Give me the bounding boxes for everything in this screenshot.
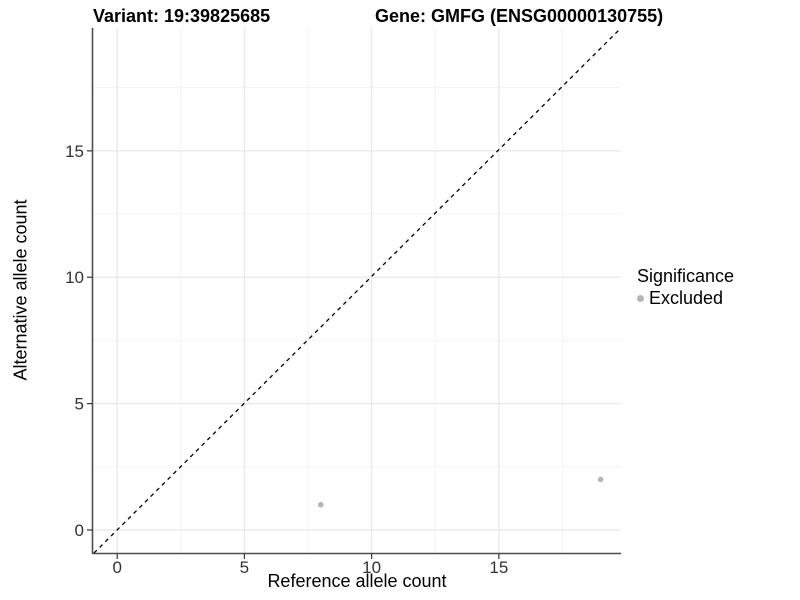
- gene-title: Gene: GMFG (ENSG00000130755): [375, 6, 664, 26]
- legend-item-excluded: Excluded: [637, 288, 734, 309]
- data-point: [317, 501, 324, 508]
- y-tick-label: 5: [75, 395, 84, 414]
- legend-title: Significance: [637, 266, 735, 286]
- legend: Significance Excluded: [637, 266, 734, 309]
- legend-item-label: Excluded: [649, 288, 724, 308]
- legend-point-icon: [637, 295, 644, 302]
- identity-line: [93, 27, 622, 554]
- x-tick-label: 10: [362, 558, 381, 577]
- variant-title: Variant: 19:39825685: [93, 6, 271, 26]
- y-tick-label: 10: [65, 268, 84, 287]
- y-tick-label: 0: [75, 521, 84, 540]
- x-tick-label: 0: [112, 558, 121, 577]
- y-tick-label: 15: [65, 142, 84, 161]
- x-tick-label: 5: [240, 558, 249, 577]
- x-tick-label: 15: [489, 558, 508, 577]
- y-axis-title: Alternative allele count: [10, 199, 31, 381]
- x-axis-title: Reference allele count: [267, 571, 447, 591]
- data-point: [597, 476, 604, 483]
